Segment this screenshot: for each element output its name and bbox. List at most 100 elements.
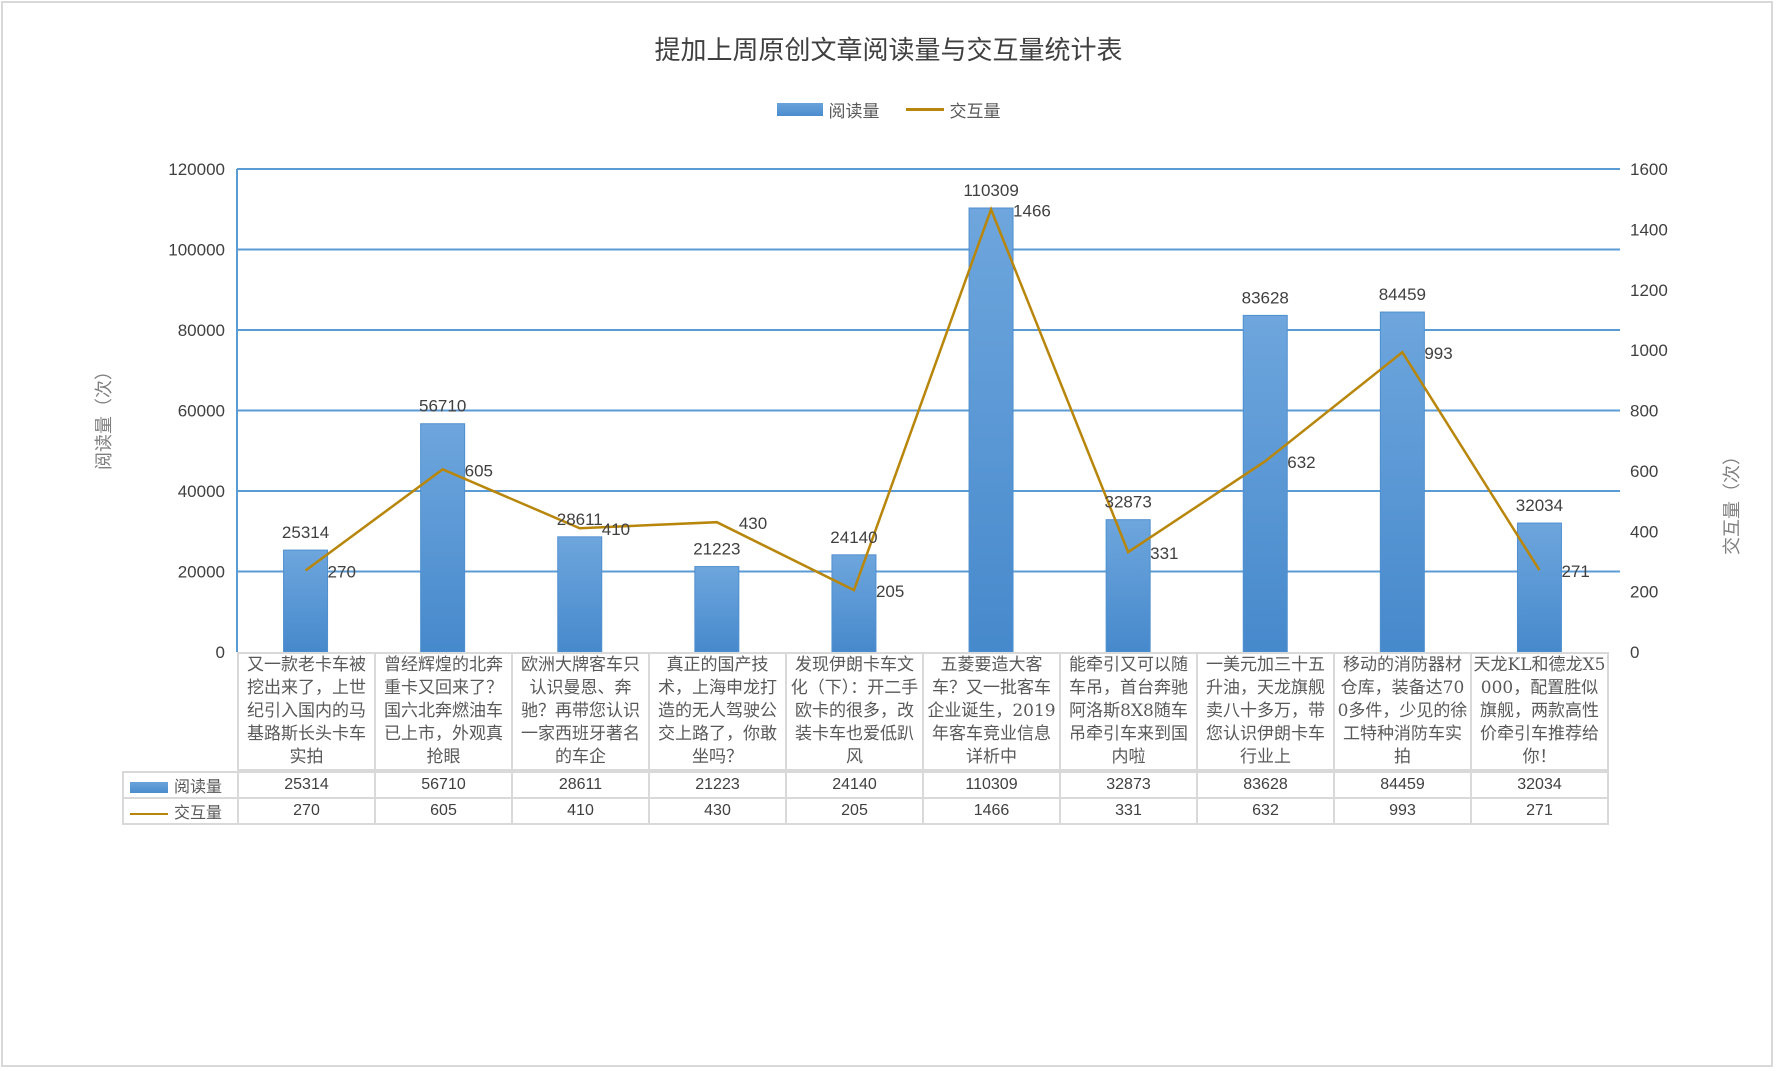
data-table-head-reads: 阅读量 — [122, 771, 239, 799]
y-tick-label: 80000 — [178, 321, 225, 340]
bar[interactable] — [1516, 522, 1562, 653]
line-value-label: 993 — [1424, 344, 1452, 363]
bar-value-label: 32034 — [1516, 496, 1563, 515]
bar-series-reads — [283, 207, 1562, 653]
y2-tick-label: 200 — [1630, 583, 1658, 602]
y-tick-label: 20000 — [178, 563, 225, 582]
bar-value-label: 25314 — [282, 523, 329, 542]
y2-tick-label: 600 — [1630, 462, 1658, 481]
data-cell-reads: 25314 — [237, 771, 376, 799]
category-label: 欧洲大牌客车只认识曼恩、奔驰？再带您认识一家西班牙著名的车企 — [511, 652, 650, 771]
category-axis-labels: 又一款老卡车被挖出来了，上世纪引入国内的马基路斯长头卡车实拍 曾经辉煌的北奔重卡又… — [237, 652, 1609, 771]
data-cell-reads: 110309 — [922, 771, 1061, 799]
data-cell-interactions: 993 — [1333, 797, 1472, 825]
data-cell-reads: 24140 — [785, 771, 924, 799]
y-axis-ticks-left: 0 20000 40000 60000 80000 100000 120000 — [168, 160, 225, 662]
data-cell-interactions: 205 — [785, 797, 924, 825]
bar-value-label: 84459 — [1379, 285, 1426, 304]
data-table-head-interactions: 交互量 — [122, 797, 239, 825]
category-label: 又一款老卡车被挖出来了，上世纪引入国内的马基路斯长头卡车实拍 — [237, 652, 376, 771]
category-label: 一美元加三十五升油，天龙旗舰卖八十多万，带您认识伊朗卡车行业上 — [1196, 652, 1335, 771]
data-labels: 25314 56710 28611 21223 24140 110309 32873 8362… — [282, 181, 1590, 601]
legend-label-reads: 阅读量 — [828, 102, 880, 122]
bar-value-label: 56710 — [419, 397, 466, 416]
y2-tick-label: 1400 — [1630, 220, 1668, 239]
bar-swatch-icon — [776, 103, 823, 116]
bar-value-label: 21223 — [693, 540, 740, 559]
data-cell-reads: 56710 — [374, 771, 513, 799]
data-cell-reads: 84459 — [1333, 771, 1472, 799]
bar[interactable] — [557, 536, 603, 653]
data-cell-reads: 32034 — [1470, 771, 1609, 799]
line-value-label: 271 — [1561, 562, 1589, 581]
line-value-label: 205 — [876, 582, 904, 601]
line-value-label: 430 — [739, 514, 767, 533]
bar-value-label: 24140 — [830, 528, 877, 547]
data-table-row-reads: 阅读量 25314 56710 28611 21223 24140 110309 32873… — [122, 771, 1609, 799]
legend-item-interactions[interactable]: 交互量 — [905, 97, 1001, 122]
bar-value-label: 32873 — [1105, 493, 1152, 512]
data-cell-reads: 83628 — [1196, 771, 1335, 799]
line-value-label: 410 — [602, 520, 630, 539]
data-cell-interactions: 1466 — [922, 797, 1061, 825]
bar[interactable] — [420, 423, 466, 653]
legend-item-reads[interactable]: 阅读量 — [776, 97, 880, 122]
data-cell-interactions: 271 — [1470, 797, 1609, 825]
y2-tick-label: 800 — [1630, 402, 1658, 421]
bar-key-icon — [130, 782, 168, 793]
data-cell-reads: 21223 — [648, 771, 787, 799]
category-label: 五菱要造大客车？又一批客车企业诞生，2019年客车竞业信息详析中 — [922, 652, 1061, 771]
category-label: 曾经辉煌的北奔重卡又回来了？国六北奔燃油车已上市，外观真抢眼 — [374, 652, 513, 771]
bar[interactable] — [1242, 314, 1288, 653]
data-cell-interactions: 331 — [1059, 797, 1198, 825]
line-key-icon — [130, 812, 168, 815]
category-label: 发现伊朗卡车文化（下）：开二手欧卡的很多，改装卡车也爱低趴风 — [785, 652, 924, 771]
bar[interactable] — [694, 566, 740, 653]
data-cell-reads: 28611 — [511, 771, 650, 799]
bar[interactable] — [968, 207, 1014, 653]
category-label: 真正的国产技术，上海申龙打造的无人驾驶公交上路了，你敢坐吗？ — [648, 652, 787, 771]
data-table: 阅读量 25314 56710 28611 21223 24140 110309 32873… — [122, 771, 1609, 825]
y-tick-label: 120000 — [168, 160, 225, 179]
data-cell-reads: 32873 — [1059, 771, 1198, 799]
y2-tick-label: 0 — [1630, 643, 1639, 662]
data-cell-interactions: 632 — [1196, 797, 1335, 825]
line-value-label: 1466 — [1013, 201, 1051, 220]
interaction-line[interactable] — [304, 205, 1541, 592]
data-cell-interactions: 270 — [237, 797, 376, 825]
y-tick-label: 40000 — [178, 482, 225, 501]
legend: 阅读量 交互量 — [0, 97, 1777, 122]
line-value-label: 331 — [1150, 544, 1178, 563]
y-tick-label: 0 — [216, 643, 225, 662]
category-label: 天龙KL和德龙X5000，配置胜似旗舰，两款高性价牵引车推荐给你！ — [1470, 652, 1609, 771]
bar-value-label: 110309 — [963, 181, 1018, 200]
data-cell-interactions: 410 — [511, 797, 650, 825]
bar[interactable] — [831, 554, 877, 653]
line-value-label: 605 — [465, 461, 493, 480]
chart-title: 提加上周原创文章阅读量与交互量统计表 — [654, 36, 1123, 66]
y2-tick-label: 1000 — [1630, 341, 1668, 360]
bar-value-label: 28611 — [557, 510, 603, 529]
y2-tick-label: 400 — [1630, 522, 1658, 541]
legend-label-interactions: 交互量 — [949, 102, 1001, 122]
y-axis-ticks-right: 0 200 400 600 800 1000 1200 1400 1600 — [1630, 160, 1668, 662]
y2-tick-label: 1200 — [1630, 281, 1668, 300]
bar[interactable] — [283, 549, 329, 653]
data-table-row-interactions: 交互量 270 605 410 430 205 1466 331 632 993 271 — [122, 797, 1609, 825]
line-value-label: 270 — [328, 562, 356, 581]
category-label: 能牵引又可以随车吊，首台奔驰阿洛斯8X8随车吊牵引车来到国内啦 — [1059, 652, 1198, 771]
bar-value-label: 83628 — [1242, 288, 1289, 307]
bar[interactable] — [1105, 519, 1151, 653]
y-tick-label: 100000 — [168, 241, 225, 260]
bar[interactable] — [1379, 311, 1425, 653]
data-cell-interactions: 605 — [374, 797, 513, 825]
line-series-interactions — [304, 205, 1541, 592]
line-value-label: 632 — [1287, 453, 1315, 472]
y-tick-label: 60000 — [178, 402, 225, 421]
data-cell-interactions: 430 — [648, 797, 787, 825]
y2-tick-label: 1600 — [1630, 160, 1668, 179]
category-label: 移动的消防器材仓库，装备达700多件，少见的徐工特种消防车实拍 — [1333, 652, 1472, 771]
line-swatch-icon — [905, 108, 944, 111]
